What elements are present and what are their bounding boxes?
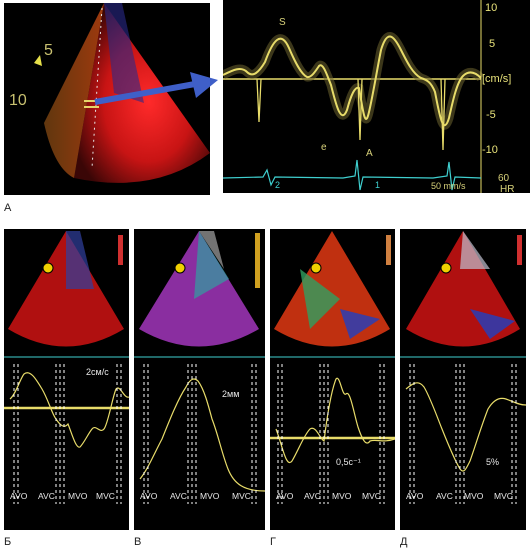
displacement-curve: [139, 378, 266, 492]
panel-g: 0,5c⁻¹ AVO AVC MVO MVC: [270, 229, 396, 530]
orientation-marker: [34, 55, 42, 66]
sample-point-icon: [310, 262, 322, 274]
sample-point-icon: [174, 262, 186, 274]
event-mvc: MVC: [96, 491, 115, 501]
event-mvc: MVC: [232, 491, 251, 501]
event-avc: AVC: [436, 491, 453, 501]
panel-b: 2см/с AVO AVC MVO MVC: [4, 229, 130, 530]
color-bar: [255, 233, 260, 288]
valve-click-spikes: [256, 78, 446, 151]
depth-mark-10: 10: [9, 92, 27, 109]
event-avo: AVO: [10, 491, 28, 501]
strain-curve: [405, 382, 527, 472]
panel-g-label: Г: [270, 536, 276, 548]
event-mvc: MVC: [494, 491, 513, 501]
tick-5: 5: [489, 38, 495, 50]
color-bar: [517, 235, 522, 265]
event-avc: AVC: [38, 491, 55, 501]
event-avc: AVC: [304, 491, 321, 501]
tick-10: 10: [485, 2, 497, 14]
tick-unit: [cm/s]: [482, 73, 511, 85]
sample-point-icon: [440, 262, 452, 274]
peak-a-label: A: [366, 148, 373, 159]
event-mvo: MVO: [200, 491, 220, 501]
panel-b-svg: 2см/с AVO AVC MVO MVC: [4, 231, 130, 504]
arrow-icon: [94, 72, 218, 105]
ecg-mark-1: 1: [375, 180, 380, 190]
event-avo: AVO: [276, 491, 294, 501]
panel-v-grey: [199, 231, 224, 269]
event-mvo: MVO: [332, 491, 352, 501]
panel-a-label: А: [4, 202, 12, 214]
event-mvo: MVO: [464, 491, 484, 501]
color-bar: [118, 235, 123, 265]
panel-g-blue: [340, 309, 380, 339]
panel-b-label: Б: [4, 536, 12, 548]
event-avo: AVO: [406, 491, 424, 501]
event-avo: AVO: [140, 491, 158, 501]
sector-blue: [104, 3, 144, 103]
sector-left: [44, 3, 104, 178]
tick-minus-5: -5: [486, 109, 496, 121]
spectrum-envelope: [223, 35, 482, 127]
panel-d-label: Д: [400, 536, 408, 548]
sample-point-icon: [42, 262, 54, 274]
event-mvc: MVC: [362, 491, 381, 501]
scan-line: [91, 7, 103, 169]
peak-e-label: e: [321, 142, 327, 153]
peak-s-label: S: [279, 17, 286, 28]
velocity-curve: [9, 372, 130, 448]
panel-d-svg: 5% AVO AVC MVO MVC: [400, 231, 527, 504]
panel-v-cyan: [194, 231, 229, 299]
panel-d-scale: 5%: [486, 457, 499, 467]
depth-mark-5: 5: [44, 42, 53, 59]
panel-v: 2мм AVO AVC MVO MVC: [134, 229, 266, 530]
event-avc: AVC: [170, 491, 187, 501]
spectral-svg: S e A 10 5 [cm/s] -5 -10 2 1 50 mm/s 60 …: [223, 0, 514, 193]
panel-v-label: В: [134, 536, 142, 548]
panel-g-sector: [274, 231, 390, 347]
color-bar: [386, 235, 391, 265]
tick-minus-10: -10: [482, 144, 498, 156]
spectral-doppler: S e A 10 5 [cm/s] -5 -10 2 1 50 mm/s 60 …: [223, 0, 530, 193]
ecg-trace: [223, 159, 482, 191]
panel-g-scale: 0,5c⁻¹: [336, 457, 361, 467]
panel-g-green: [300, 269, 340, 329]
hr-label: HR: [500, 184, 514, 193]
panel-b-scale: 2см/с: [86, 367, 109, 377]
panel-d-blue: [470, 309, 515, 339]
ecg-mark-2: 2: [275, 180, 280, 190]
panel-g-svg: 0,5c⁻¹ AVO AVC MVO MVC: [270, 231, 396, 504]
strain-rate-curve: [275, 377, 396, 464]
panel-b-blue: [66, 231, 94, 289]
panel-d: 5% AVO AVC MVO MVC: [400, 229, 527, 530]
panel-v-svg: 2мм AVO AVC MVO MVC: [134, 231, 266, 504]
panel-v-scale: 2мм: [222, 389, 239, 399]
event-mvo: MVO: [68, 491, 88, 501]
sweep-speed: 50 mm/s: [431, 181, 466, 191]
panel-d-grey: [460, 231, 490, 269]
hr-value: 60: [498, 173, 510, 184]
